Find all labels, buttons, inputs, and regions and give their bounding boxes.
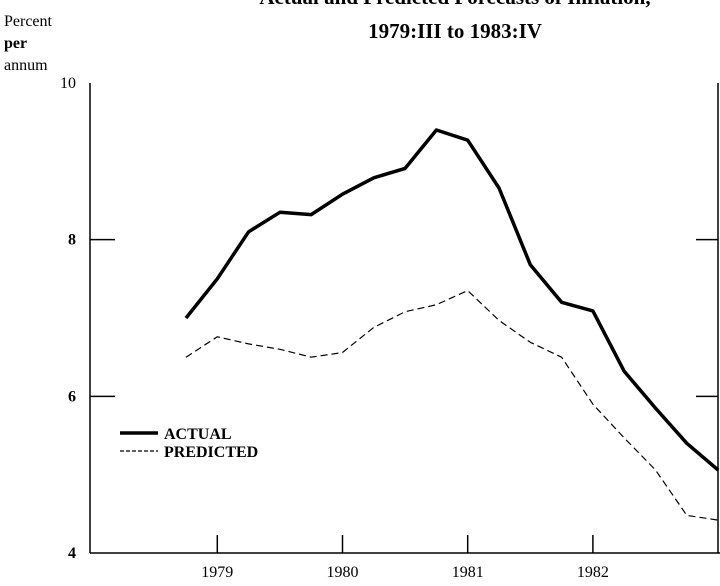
y-axis-label: annum: [4, 57, 48, 74]
legend-label: PREDICTED: [164, 444, 258, 461]
y-tick-label: 10: [60, 75, 76, 92]
series-line: [185, 290, 719, 521]
y-axis-label: Percent: [4, 13, 53, 30]
y-tick-label: 8: [68, 232, 76, 249]
x-tick-label: 1980: [327, 564, 359, 581]
x-tick-label: 1982: [577, 564, 609, 581]
y-axis-label: per: [4, 35, 27, 52]
chart-title: Actual and Predicted Forecasts of Inflat…: [259, 0, 650, 9]
x-tick-label: 1981: [452, 564, 484, 581]
legend-label: ACTUAL: [164, 426, 232, 443]
series-line: [184, 128, 720, 472]
y-tick-label: 6: [68, 388, 76, 405]
y-tick-label: 4: [68, 545, 76, 562]
chart-subtitle: 1979:III to 1983:IV: [368, 19, 542, 43]
x-tick-label: 1979: [201, 564, 233, 581]
